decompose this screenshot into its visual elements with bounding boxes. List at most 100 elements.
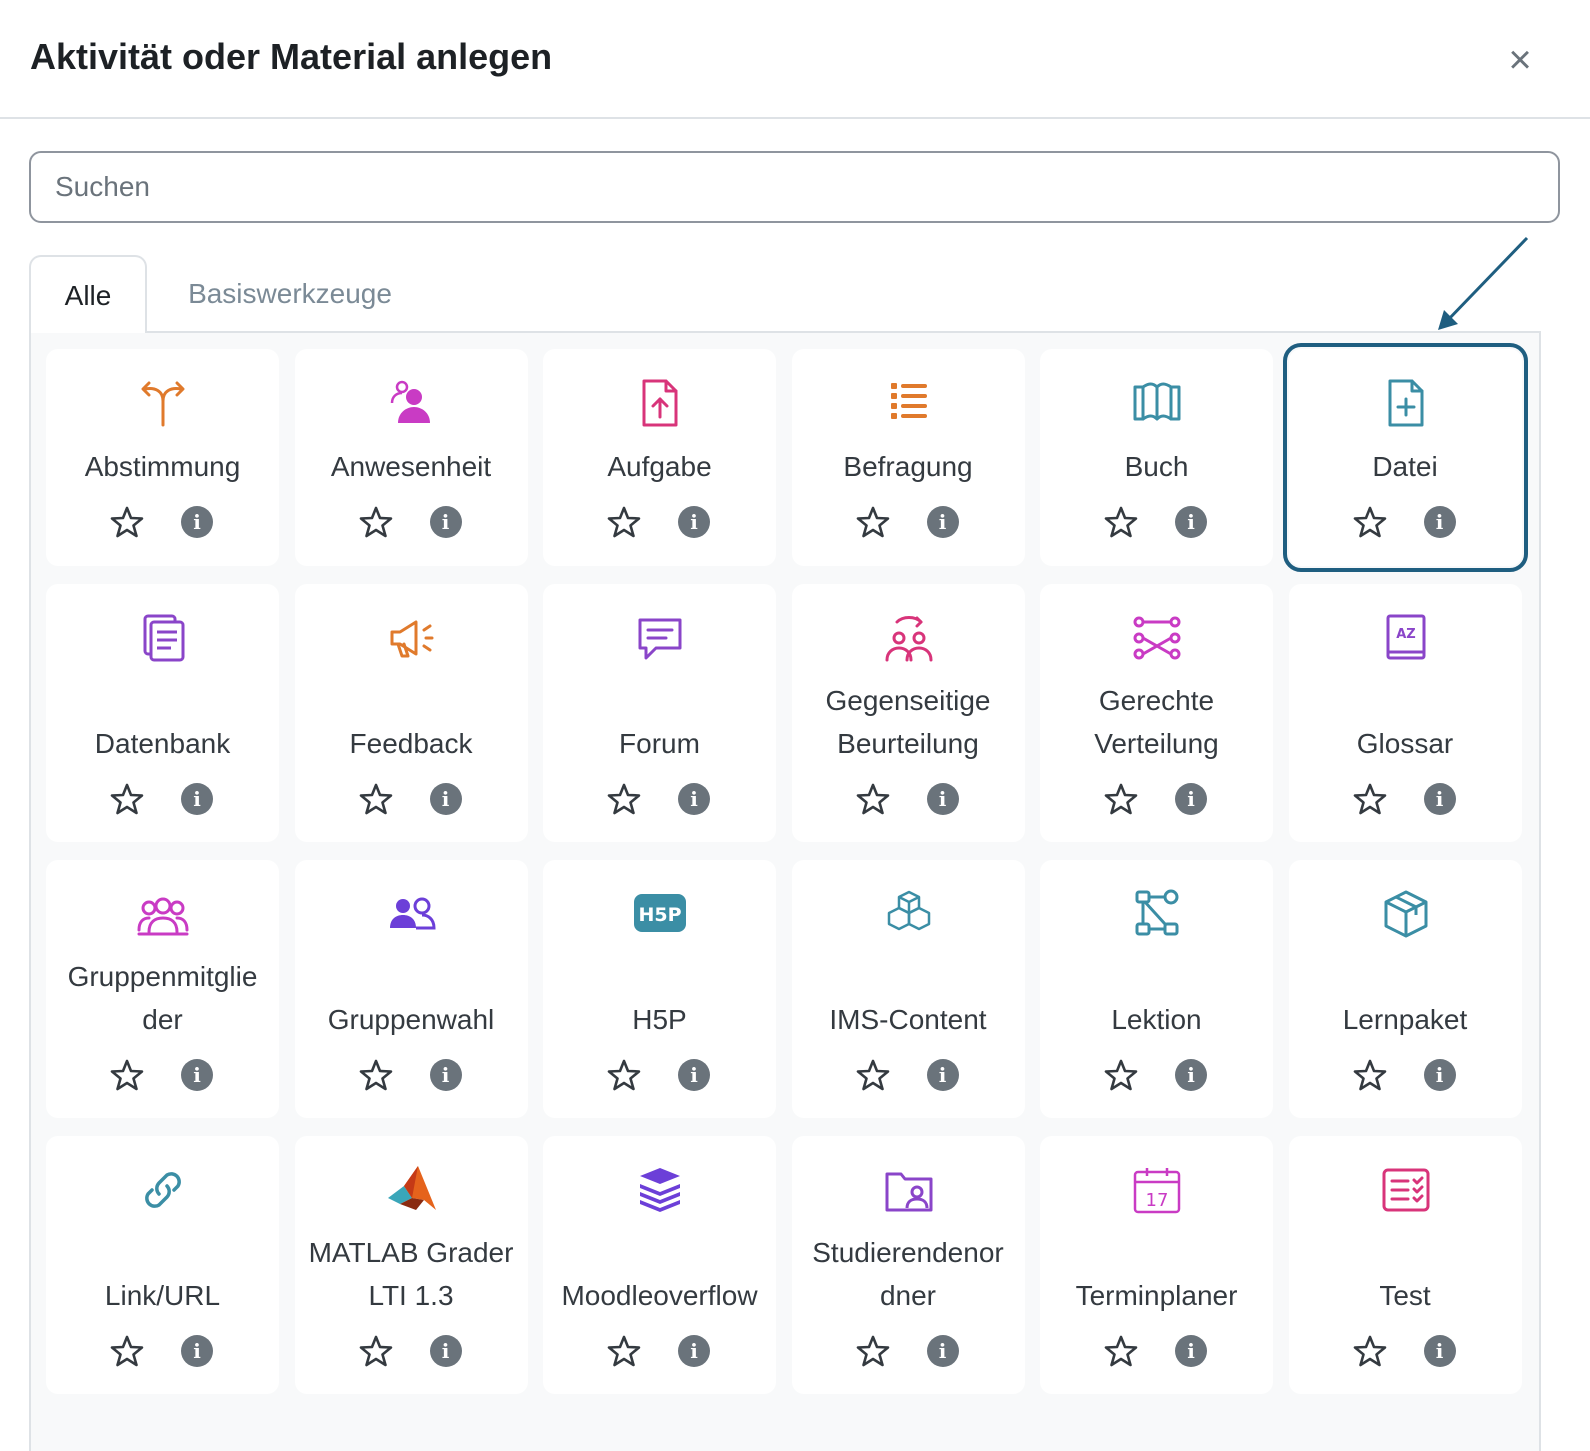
star-icon[interactable] [359, 782, 393, 816]
dialog-header: Aktivität oder Material anlegen × [0, 0, 1590, 119]
info-icon[interactable]: i [1423, 783, 1456, 815]
info-icon[interactable]: i [678, 506, 710, 538]
survey-list-icon [883, 377, 935, 429]
activity-card-gerechte[interactable]: Gerechte Verteilung i [1040, 584, 1273, 842]
star-icon[interactable] [110, 1058, 144, 1092]
star-icon[interactable] [856, 505, 890, 539]
h5p-icon: H5P [634, 888, 686, 940]
info-icon[interactable]: i [1175, 1335, 1207, 1367]
info-icon[interactable]: i [429, 506, 462, 538]
stack-icon [634, 1164, 686, 1216]
star-icon[interactable] [110, 1334, 144, 1368]
activity-card-abstimmung[interactable]: Abstimmung i [46, 349, 279, 566]
activity-card-gruppenwahl[interactable]: Gruppenwahl i [294, 860, 528, 1118]
activity-label-line: Lektion [1111, 1004, 1202, 1035]
star-icon[interactable] [359, 505, 393, 539]
activity-card-link-url[interactable]: Link/URL i [46, 1136, 279, 1394]
star-icon[interactable] [607, 1334, 641, 1368]
activity-card-glossar[interactable]: AZ Glossar i [1288, 584, 1522, 842]
info-icon[interactable]: i [1175, 506, 1207, 538]
activity-card-terminplaner[interactable]: 17 Terminplaner i [1040, 1136, 1273, 1394]
activity-card-lernpaket[interactable]: Lernpaket i [1288, 860, 1522, 1118]
info-icon[interactable]: i [1423, 1335, 1456, 1367]
activity-card-h5p[interactable]: H5P H5P i [543, 860, 776, 1118]
star-icon[interactable] [110, 505, 144, 539]
star-icon[interactable] [359, 1334, 393, 1368]
star-icon[interactable] [359, 1058, 393, 1092]
activity-card-feedback[interactable]: Feedback i [294, 584, 528, 842]
star-icon[interactable] [607, 782, 641, 816]
star-icon[interactable] [1104, 1334, 1138, 1368]
activity-card-ims-content[interactable]: IMS-Content i [791, 860, 1025, 1118]
info-icon[interactable]: i [1423, 1059, 1456, 1091]
info-icon[interactable]: i [926, 1335, 959, 1367]
star-icon[interactable] [1353, 782, 1387, 816]
info-icon[interactable]: i [678, 783, 710, 815]
star-icon[interactable] [1104, 1058, 1138, 1092]
info-icon[interactable]: i [926, 1059, 959, 1091]
star-icon[interactable] [856, 782, 890, 816]
activity-card-studierendenor[interactable]: Studierendenor dner i [791, 1136, 1025, 1394]
star-icon[interactable] [856, 1334, 890, 1368]
activity-label-line: Test [1379, 1280, 1431, 1311]
star-icon[interactable] [1104, 782, 1138, 816]
activity-label: Gerechte Verteilung [1040, 679, 1273, 765]
star-icon[interactable] [607, 505, 641, 539]
info-icon[interactable]: i [181, 1059, 213, 1091]
info-icon[interactable]: i [181, 1335, 213, 1367]
activity-card-anwesenheit[interactable]: Anwesenheit i [294, 349, 528, 566]
activity-card-buch[interactable]: Buch i [1040, 349, 1273, 566]
info-icon[interactable]: i [1175, 783, 1207, 815]
group-members-icon [137, 888, 189, 940]
info-icon[interactable]: i [678, 1335, 710, 1367]
activity-card-gruppenmitglie[interactable]: Gruppenmitglie der i [46, 860, 279, 1118]
activity-label: Gruppenwahl [295, 998, 528, 1041]
activity-label-line: Gruppenwahl [327, 1004, 495, 1035]
distribution-icon [1131, 612, 1183, 664]
activity-label: Moodleoverflow [543, 1274, 776, 1317]
activity-card-befragung[interactable]: Befragung i [791, 349, 1025, 566]
star-icon[interactable] [1353, 505, 1387, 539]
activity-card-moodleoverflow[interactable]: Moodleoverflow i [543, 1136, 776, 1394]
info-icon[interactable]: i [181, 783, 213, 815]
tab-basiswerkzeuge[interactable]: Basiswerkzeuge [188, 278, 392, 309]
activity-card-lektion[interactable]: Lektion i [1040, 860, 1273, 1118]
activity-label-line: Beurteilung [837, 728, 979, 759]
activity-label-line: Datei [1372, 451, 1438, 482]
info-icon[interactable]: i [429, 1059, 462, 1091]
activity-card-matlab-grader[interactable]: MATLAB Grader LTI 1.3 i [294, 1136, 528, 1394]
tab-alle[interactable]: Alle [29, 255, 147, 333]
megaphone-icon [386, 612, 438, 664]
info-icon[interactable]: i [926, 506, 959, 538]
star-icon[interactable] [1353, 1334, 1387, 1368]
info-icon[interactable]: i [1175, 1059, 1207, 1091]
close-icon[interactable]: × [1508, 38, 1532, 82]
info-icon[interactable]: i [926, 783, 959, 815]
info-icon[interactable]: i [678, 1059, 710, 1091]
activity-card-test[interactable]: Test i [1288, 1136, 1522, 1394]
activity-card-aufgabe[interactable]: Aufgabe i [543, 349, 776, 566]
activity-card-gegenseitige[interactable]: Gegenseitige Beurteilung i [791, 584, 1025, 842]
star-icon[interactable] [856, 1058, 890, 1092]
info-icon[interactable]: i [1423, 506, 1456, 538]
search-input[interactable] [29, 151, 1560, 223]
lesson-flow-icon [1131, 888, 1183, 940]
star-icon[interactable] [1104, 505, 1138, 539]
activity-label-line: Buch [1124, 451, 1189, 482]
activity-card-datenbank[interactable]: Datenbank i [46, 584, 279, 842]
activity-grid: Abstimmung i Anwesenheit i Aufgabe i Befragung… [46, 343, 1528, 1394]
activity-card-datei[interactable]: Datei i [1282, 343, 1528, 572]
star-icon[interactable] [607, 1058, 641, 1092]
info-icon[interactable]: i [181, 506, 213, 538]
star-icon[interactable] [1353, 1058, 1387, 1092]
activity-label-line: Aufgabe [607, 451, 712, 482]
info-icon[interactable]: i [429, 1335, 462, 1367]
activity-label: Abstimmung [46, 445, 279, 488]
info-icon[interactable]: i [429, 783, 462, 815]
dialog-title: Aktivität oder Material anlegen [30, 36, 553, 77]
activity-label: Datei [1289, 445, 1522, 488]
star-icon[interactable] [110, 782, 144, 816]
activity-card-forum[interactable]: Forum i [543, 584, 776, 842]
activity-label: Gegenseitige Beurteilung [792, 679, 1025, 765]
activity-label-line: der [142, 1004, 183, 1035]
